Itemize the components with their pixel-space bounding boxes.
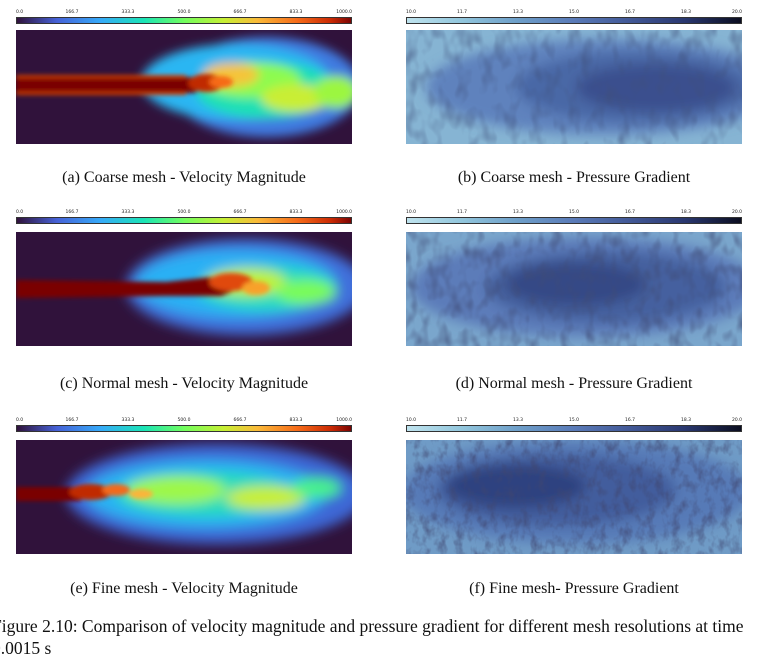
colorbar-tick: 500.0 xyxy=(177,418,191,423)
pressure-colorbar xyxy=(406,17,742,24)
colorbar-tick: 333.3 xyxy=(121,10,135,15)
colorbar-tick: 166.7 xyxy=(65,210,79,215)
pressure-gradient-plot-normal xyxy=(406,232,742,346)
velocity-field-plot-coarse xyxy=(16,30,352,144)
colorbar-tick: 0.0 xyxy=(16,418,24,423)
velocity-field-plot-normal xyxy=(16,232,352,346)
panel-caption: (f) Fine mesh- Pressure Gradient xyxy=(469,580,679,597)
colorbar-tick: 1000.0 xyxy=(336,10,352,15)
pressure-colorbar-ticks: 10.0 11.7 13.3 15.0 16.7 18.3 20.0 xyxy=(406,10,742,16)
colorbar-tick: 13.3 xyxy=(512,10,523,15)
velocity-colorbar xyxy=(16,217,352,224)
colorbar-tick: 18.3 xyxy=(680,10,691,15)
pressure-colorbar xyxy=(406,425,742,432)
colorbar-tick: 166.7 xyxy=(65,418,79,423)
colorbar-tick: 1000.0 xyxy=(336,210,352,215)
colorbar-tick: 16.7 xyxy=(624,418,636,423)
colorbar-tick: 18.3 xyxy=(680,210,691,215)
velocity-colorbar-ticks: 0.0 166.7 333.3 500.0 666.7 833.3 1000.0 xyxy=(16,418,352,424)
colorbar-tick: 0.0 xyxy=(16,210,24,215)
velocity-colorbar-ticks: 0.0 166.7 333.3 500.0 666.7 833.3 1000.0 xyxy=(16,10,352,16)
colorbar-tick: 11.7 xyxy=(456,418,468,423)
colorbar-tick: 10.0 xyxy=(406,210,417,215)
velocity-colorbar xyxy=(16,17,352,24)
colorbar-tick: 20.0 xyxy=(731,210,742,215)
figure-caption: Figure 2.10: Comparison of velocity magn… xyxy=(0,616,744,658)
panel-caption: (a) Coarse mesh - Velocity Magnitude xyxy=(62,169,306,186)
velocity-colorbar xyxy=(16,425,352,432)
colorbar-tick: 16.7 xyxy=(624,210,636,215)
panel-caption: (c) Normal mesh - Velocity Magnitude xyxy=(59,375,309,392)
panel-caption: (d) Normal mesh - Pressure Gradient xyxy=(455,375,693,392)
colorbar-tick: 166.7 xyxy=(65,10,79,15)
colorbar-tick: 11.7 xyxy=(456,210,468,215)
panel-caption: (b) Coarse mesh - Pressure Gradient xyxy=(457,169,691,186)
colorbar-tick: 13.3 xyxy=(512,418,523,423)
pressure-colorbar xyxy=(406,217,742,224)
colorbar-tick: 18.3 xyxy=(680,418,691,423)
pressure-colorbar-ticks: 10.0 11.7 13.3 15.0 16.7 18.3 20.0 xyxy=(406,418,742,424)
colorbar-tick: 333.3 xyxy=(121,418,135,423)
colorbar-tick: 13.3 xyxy=(512,210,523,215)
colorbar-tick: 15.0 xyxy=(568,210,580,215)
colorbar-tick: 1000.0 xyxy=(336,418,352,423)
colorbar-tick: 666.7 xyxy=(233,210,247,215)
colorbar-tick: 333.3 xyxy=(121,210,135,215)
pressure-gradient-plot-coarse xyxy=(406,30,742,144)
colorbar-tick: 15.0 xyxy=(568,418,580,423)
velocity-colorbar-ticks: 0.0 166.7 333.3 500.0 666.7 833.3 1000.0 xyxy=(16,210,352,216)
pressure-colorbar-ticks: 10.0 11.7 13.3 15.0 16.7 18.3 20.0 xyxy=(406,210,742,216)
colorbar-tick: 11.7 xyxy=(456,10,468,15)
colorbar-tick: 833.3 xyxy=(289,10,303,15)
colorbar-tick: 833.3 xyxy=(289,210,303,215)
colorbar-tick: 15.0 xyxy=(568,10,580,15)
colorbar-tick: 500.0 xyxy=(177,10,191,15)
colorbar-tick: 10.0 xyxy=(406,10,417,15)
colorbar-tick: 20.0 xyxy=(731,418,742,423)
colorbar-tick: 500.0 xyxy=(177,210,191,215)
colorbar-tick: 0.0 xyxy=(16,10,24,15)
panel-caption: (e) Fine mesh - Velocity Magnitude xyxy=(70,580,298,597)
colorbar-tick: 10.0 xyxy=(406,418,417,423)
velocity-field-plot-fine xyxy=(16,440,352,554)
colorbar-tick: 16.7 xyxy=(624,10,636,15)
colorbar-tick: 20.0 xyxy=(731,10,742,15)
colorbar-tick: 666.7 xyxy=(233,10,247,15)
colorbar-tick: 833.3 xyxy=(289,418,303,423)
colorbar-tick: 666.7 xyxy=(233,418,247,423)
pressure-gradient-plot-fine xyxy=(406,440,742,554)
